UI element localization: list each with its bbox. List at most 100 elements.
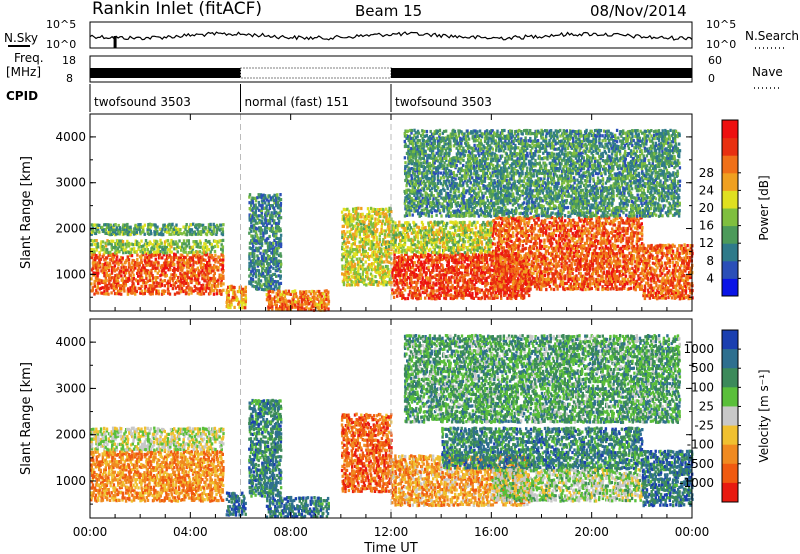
echo-cell <box>411 280 414 285</box>
echo-cell <box>352 219 355 223</box>
echo-cell <box>515 217 518 221</box>
echo-cell <box>392 295 396 299</box>
echo-cell <box>310 307 313 311</box>
echo-cell <box>488 247 491 251</box>
echo-cell <box>168 263 171 267</box>
echo-cell <box>168 276 172 280</box>
echo-cell <box>391 288 394 292</box>
echo-cell <box>214 253 217 257</box>
echo-cell <box>427 265 430 269</box>
echo-cell <box>499 254 502 258</box>
echo-cell <box>492 249 495 253</box>
echo-cell <box>476 286 479 291</box>
echo-cell <box>448 276 451 280</box>
echo-cell <box>93 281 96 286</box>
echo-cell <box>307 294 310 298</box>
echo-cell <box>161 269 164 273</box>
echo-cell <box>534 252 537 256</box>
echo-cell <box>342 278 346 282</box>
echo-cell <box>432 238 435 242</box>
echo-cell <box>109 223 112 227</box>
echo-cell <box>165 258 168 262</box>
echo-cell <box>515 287 518 291</box>
echo-cell <box>390 239 393 243</box>
echo-cell <box>181 232 184 236</box>
echo-cell <box>103 286 106 290</box>
echo-cell <box>256 196 259 200</box>
echo-cell <box>487 240 490 244</box>
echo-cell <box>221 250 224 254</box>
echo-cell <box>528 250 531 254</box>
echo-cell <box>346 255 349 259</box>
echo-cell <box>187 239 190 243</box>
echo-cell <box>257 279 260 283</box>
echo-cell <box>381 270 385 274</box>
echo-cell <box>507 252 510 256</box>
echo-cell <box>266 279 270 283</box>
echo-cell <box>430 243 434 247</box>
echo-cell <box>232 288 235 292</box>
echo-cell <box>148 289 151 293</box>
echo-cell <box>281 308 284 312</box>
echo-cell <box>187 230 191 234</box>
echo-cell <box>548 221 551 225</box>
echo-cell <box>382 252 385 256</box>
echo-cell <box>303 299 307 303</box>
echo-cell <box>198 292 201 296</box>
echo-cell <box>289 300 293 304</box>
echo-cell <box>404 238 407 242</box>
echo-cell <box>527 279 530 283</box>
echo-cell <box>206 274 209 278</box>
echo-cell <box>516 224 520 228</box>
echo-cell <box>259 264 263 268</box>
echo-cell <box>541 276 544 280</box>
echo-cell <box>126 255 129 259</box>
echo-cell <box>509 233 512 238</box>
echo-cell <box>438 221 441 225</box>
echo-cell <box>221 253 224 257</box>
echo-cell <box>415 233 418 237</box>
echo-cell <box>440 287 443 291</box>
echo-cell <box>199 232 203 236</box>
echo-cell <box>532 244 535 249</box>
echo-cell <box>351 262 354 266</box>
echo-cell <box>418 251 421 255</box>
echo-cell <box>352 234 356 239</box>
echo-cell <box>360 239 363 243</box>
echo-cell <box>200 292 203 296</box>
echo-cell <box>443 276 446 280</box>
echo-cell <box>164 251 167 255</box>
echo-cell <box>546 277 550 281</box>
echo-cell <box>393 259 396 263</box>
echo-cell <box>143 271 146 275</box>
echo-cell <box>347 220 350 224</box>
echo-cell <box>501 246 504 250</box>
echo-cell <box>218 239 221 243</box>
echo-cell <box>394 290 397 295</box>
echo-cell <box>505 249 508 253</box>
echo-cell <box>518 237 521 241</box>
echo-cell <box>256 221 259 225</box>
echo-cell <box>126 287 130 291</box>
echo-cell <box>461 284 465 288</box>
echo-cell <box>530 224 534 228</box>
echo-cell <box>322 303 326 307</box>
echo-cell <box>165 230 169 234</box>
echo-cell <box>119 284 123 288</box>
echo-cell <box>447 255 451 259</box>
echo-cell <box>465 230 468 234</box>
echo-cell <box>520 233 523 237</box>
echo-cell <box>425 266 428 270</box>
echo-cell <box>497 291 501 295</box>
echo-cell <box>515 279 518 283</box>
echo-cell <box>179 290 183 294</box>
echo-cell <box>242 293 246 297</box>
echo-cell <box>410 284 413 288</box>
echo-cell <box>442 253 446 257</box>
echo-cell <box>386 209 389 213</box>
echo-cell <box>379 263 382 267</box>
freq-trace <box>90 67 692 79</box>
echo-cell <box>342 272 346 277</box>
echo-cell <box>494 270 498 274</box>
echo-cell <box>505 257 509 261</box>
